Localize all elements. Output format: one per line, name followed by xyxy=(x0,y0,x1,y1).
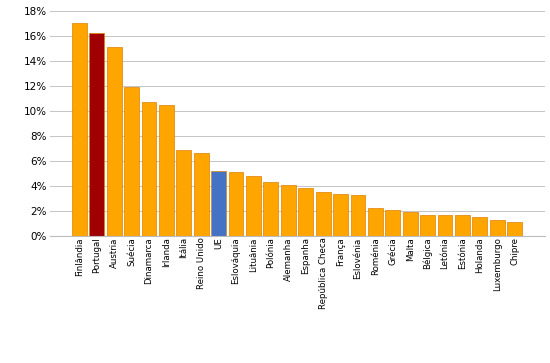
Bar xyxy=(490,220,504,236)
Bar xyxy=(107,47,122,236)
Bar xyxy=(72,23,87,236)
Bar xyxy=(455,215,470,236)
Bar xyxy=(124,87,139,236)
Bar xyxy=(316,192,331,236)
Bar xyxy=(472,217,487,236)
Bar xyxy=(386,210,400,236)
Bar xyxy=(420,215,435,236)
Bar xyxy=(263,182,278,236)
Bar xyxy=(211,171,226,236)
Bar xyxy=(403,212,417,236)
Bar xyxy=(368,208,383,236)
Bar xyxy=(90,33,104,236)
Bar xyxy=(246,176,261,236)
Bar xyxy=(507,222,522,236)
Bar xyxy=(177,150,191,236)
Bar xyxy=(194,153,208,236)
Bar xyxy=(159,105,174,236)
Bar xyxy=(229,172,244,236)
Bar xyxy=(333,194,348,236)
Bar xyxy=(438,215,452,236)
Bar xyxy=(281,185,296,236)
Bar xyxy=(298,188,313,236)
Bar xyxy=(142,102,156,236)
Bar xyxy=(350,195,365,236)
